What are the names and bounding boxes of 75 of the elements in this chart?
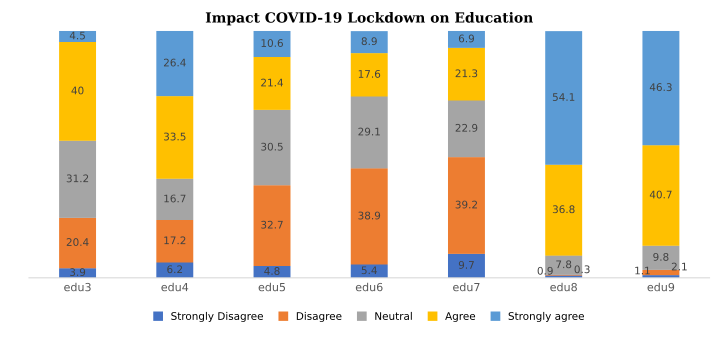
legend-label: Strongly agree [508, 312, 584, 322]
data-label: 3.9 [70, 268, 86, 276]
data-label: 21.3 [456, 69, 478, 78]
data-label: 17.2 [164, 236, 186, 244]
bar [448, 100, 485, 158]
data-label: 1.1 [635, 266, 650, 274]
data-label: 7.8 [556, 260, 572, 268]
x-tick-label: edu3 [64, 282, 91, 292]
bar [156, 220, 194, 263]
bar [350, 168, 388, 264]
bar [350, 53, 388, 97]
bar [254, 110, 290, 186]
data-label: 16.7 [164, 194, 186, 202]
data-label: 6.9 [458, 34, 474, 42]
bar [448, 254, 485, 278]
legend-label: Strongly Disagree [171, 312, 263, 322]
x-tick-label: edu7 [453, 282, 480, 292]
bar [448, 48, 485, 101]
bar [59, 218, 96, 268]
x-tick-label: edu4 [161, 282, 188, 292]
x-tick-label: edu9 [648, 282, 674, 292]
data-label: 31.2 [66, 174, 88, 182]
data-label: 40.7 [650, 190, 672, 198]
data-label: 0.9 [538, 266, 553, 275]
data-label: 36.8 [552, 205, 575, 214]
bar [350, 96, 388, 168]
bar [642, 145, 680, 246]
data-label: 29.1 [358, 128, 380, 136]
bar [545, 31, 582, 165]
data-label: 6.2 [167, 265, 182, 274]
bar [156, 178, 194, 220]
data-label: 46.3 [650, 83, 672, 92]
bar [642, 30, 680, 146]
bar [254, 185, 290, 266]
data-label: 4.8 [264, 267, 280, 275]
data-label: 40 [71, 86, 84, 94]
legend-label: Agree [445, 312, 476, 322]
data-label: 30.5 [261, 142, 283, 151]
data-label: 33.5 [164, 132, 186, 140]
bar [254, 30, 290, 58]
data-label: 9.8 [653, 252, 668, 261]
bar [448, 157, 485, 254]
bar [350, 264, 388, 278]
data-label: 21.4 [261, 78, 284, 86]
x-tick-label: edu5 [258, 282, 286, 292]
chart-title: Impact COVID-19 Lockdown on Education [206, 12, 533, 26]
data-label: 4.5 [70, 32, 85, 40]
bar [350, 31, 388, 54]
data-label: 0.3 [574, 265, 590, 274]
bar [545, 164, 582, 256]
bar [254, 57, 290, 110]
x-tick-label: edu6 [356, 282, 383, 292]
bar [59, 42, 96, 141]
data-label: 26.4 [164, 58, 186, 66]
data-label: 22.9 [456, 124, 478, 132]
bar [156, 30, 194, 96]
data-label: 20.4 [66, 238, 89, 246]
data-label: 17.6 [358, 70, 380, 78]
legend-label: Neutral [375, 312, 412, 320]
data-label: 32.7 [261, 220, 283, 229]
data-label: 10.6 [262, 39, 283, 47]
data-label: 5.4 [362, 266, 377, 274]
bar [59, 30, 96, 42]
data-label: 38.9 [358, 212, 380, 220]
legend-label: Disagree [296, 312, 342, 322]
bar [156, 262, 194, 278]
bar [156, 96, 194, 179]
bar [448, 30, 485, 48]
data-label: 9.7 [458, 260, 474, 269]
data-label: 8.9 [362, 37, 377, 46]
bar [59, 140, 96, 218]
data-label: 54.1 [552, 93, 574, 101]
x-tick-label: edu8 [550, 282, 577, 292]
data-label: 39.2 [456, 200, 478, 208]
bar [642, 275, 680, 278]
